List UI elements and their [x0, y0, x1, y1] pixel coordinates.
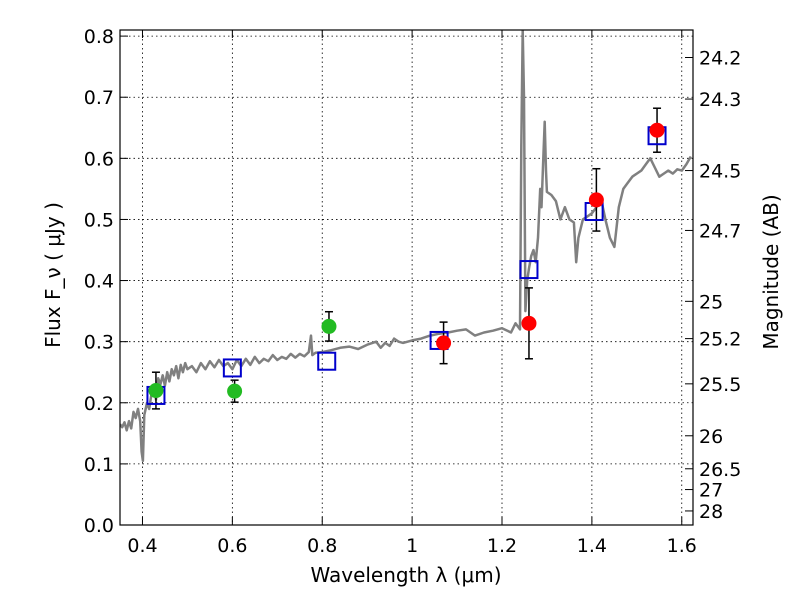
y-tick-label: 0.7: [84, 87, 114, 109]
plot-frame: [119, 29, 694, 526]
y-axis-title: Flux F_ν ( μJy ): [41, 202, 65, 348]
right-tick-label: 25.2: [699, 329, 741, 351]
model-photometry-square: [519, 260, 539, 280]
right-tick-label: 25.5: [699, 374, 741, 396]
y-tick-label: 0.5: [84, 209, 114, 231]
marker-layer: [146, 122, 667, 405]
x-tick-label: 0.8: [307, 535, 337, 557]
x-tick-label: 0.6: [217, 535, 247, 557]
right-tick-label: 27: [699, 480, 723, 502]
right-tick-label: 24.3: [699, 89, 741, 111]
photometry-point: [436, 335, 452, 351]
y-tick-label: 0.8: [84, 26, 114, 48]
y-tick-label: 0.3: [84, 332, 114, 354]
photometry-point: [321, 318, 337, 334]
model-photometry-square: [222, 358, 242, 378]
model-photometry-square: [317, 351, 337, 371]
photometry-point: [148, 383, 164, 399]
right-tick-label: 24.5: [699, 161, 741, 183]
spectrum-line: [120, 30, 692, 463]
photometry-point: [588, 192, 604, 208]
x-axis-title: Wavelength λ (μm): [310, 563, 501, 587]
tick-layer: 0.4 0.6 0.8 1 1.2 1.4 1.6 0.0 0.1 0.2 0.3 0.4 0.5 0.6…: [84, 26, 742, 557]
photometry-point: [521, 315, 537, 331]
right-tick-label: 24.2: [699, 48, 741, 70]
right-tick-label: 28: [699, 501, 723, 523]
right-tick-label: 24.7: [699, 220, 741, 242]
right-tick-label: 26.5: [699, 459, 741, 481]
right-axis-title: Magnitude (AB): [759, 194, 783, 349]
y-tick-label: 0.1: [84, 454, 114, 476]
spectrum-layer: [120, 30, 692, 463]
x-tick-label: 1.6: [667, 535, 697, 557]
grid-layer: [120, 30, 693, 526]
right-tick-label: 26: [699, 426, 723, 448]
x-tick-label: 1.4: [577, 535, 607, 557]
right-tick-label: 25: [699, 291, 723, 313]
y-tick-label: 0.0: [84, 515, 114, 537]
y-tick-label: 0.4: [84, 271, 114, 293]
x-tick-label: 1: [406, 535, 418, 557]
x-tick-label: 1.2: [487, 535, 517, 557]
x-tick-label: 0.4: [127, 535, 157, 557]
photometry-point: [649, 122, 665, 138]
y-tick-label: 0.2: [84, 393, 114, 415]
photometry-point: [227, 383, 243, 399]
y-tick-label: 0.6: [84, 148, 114, 170]
